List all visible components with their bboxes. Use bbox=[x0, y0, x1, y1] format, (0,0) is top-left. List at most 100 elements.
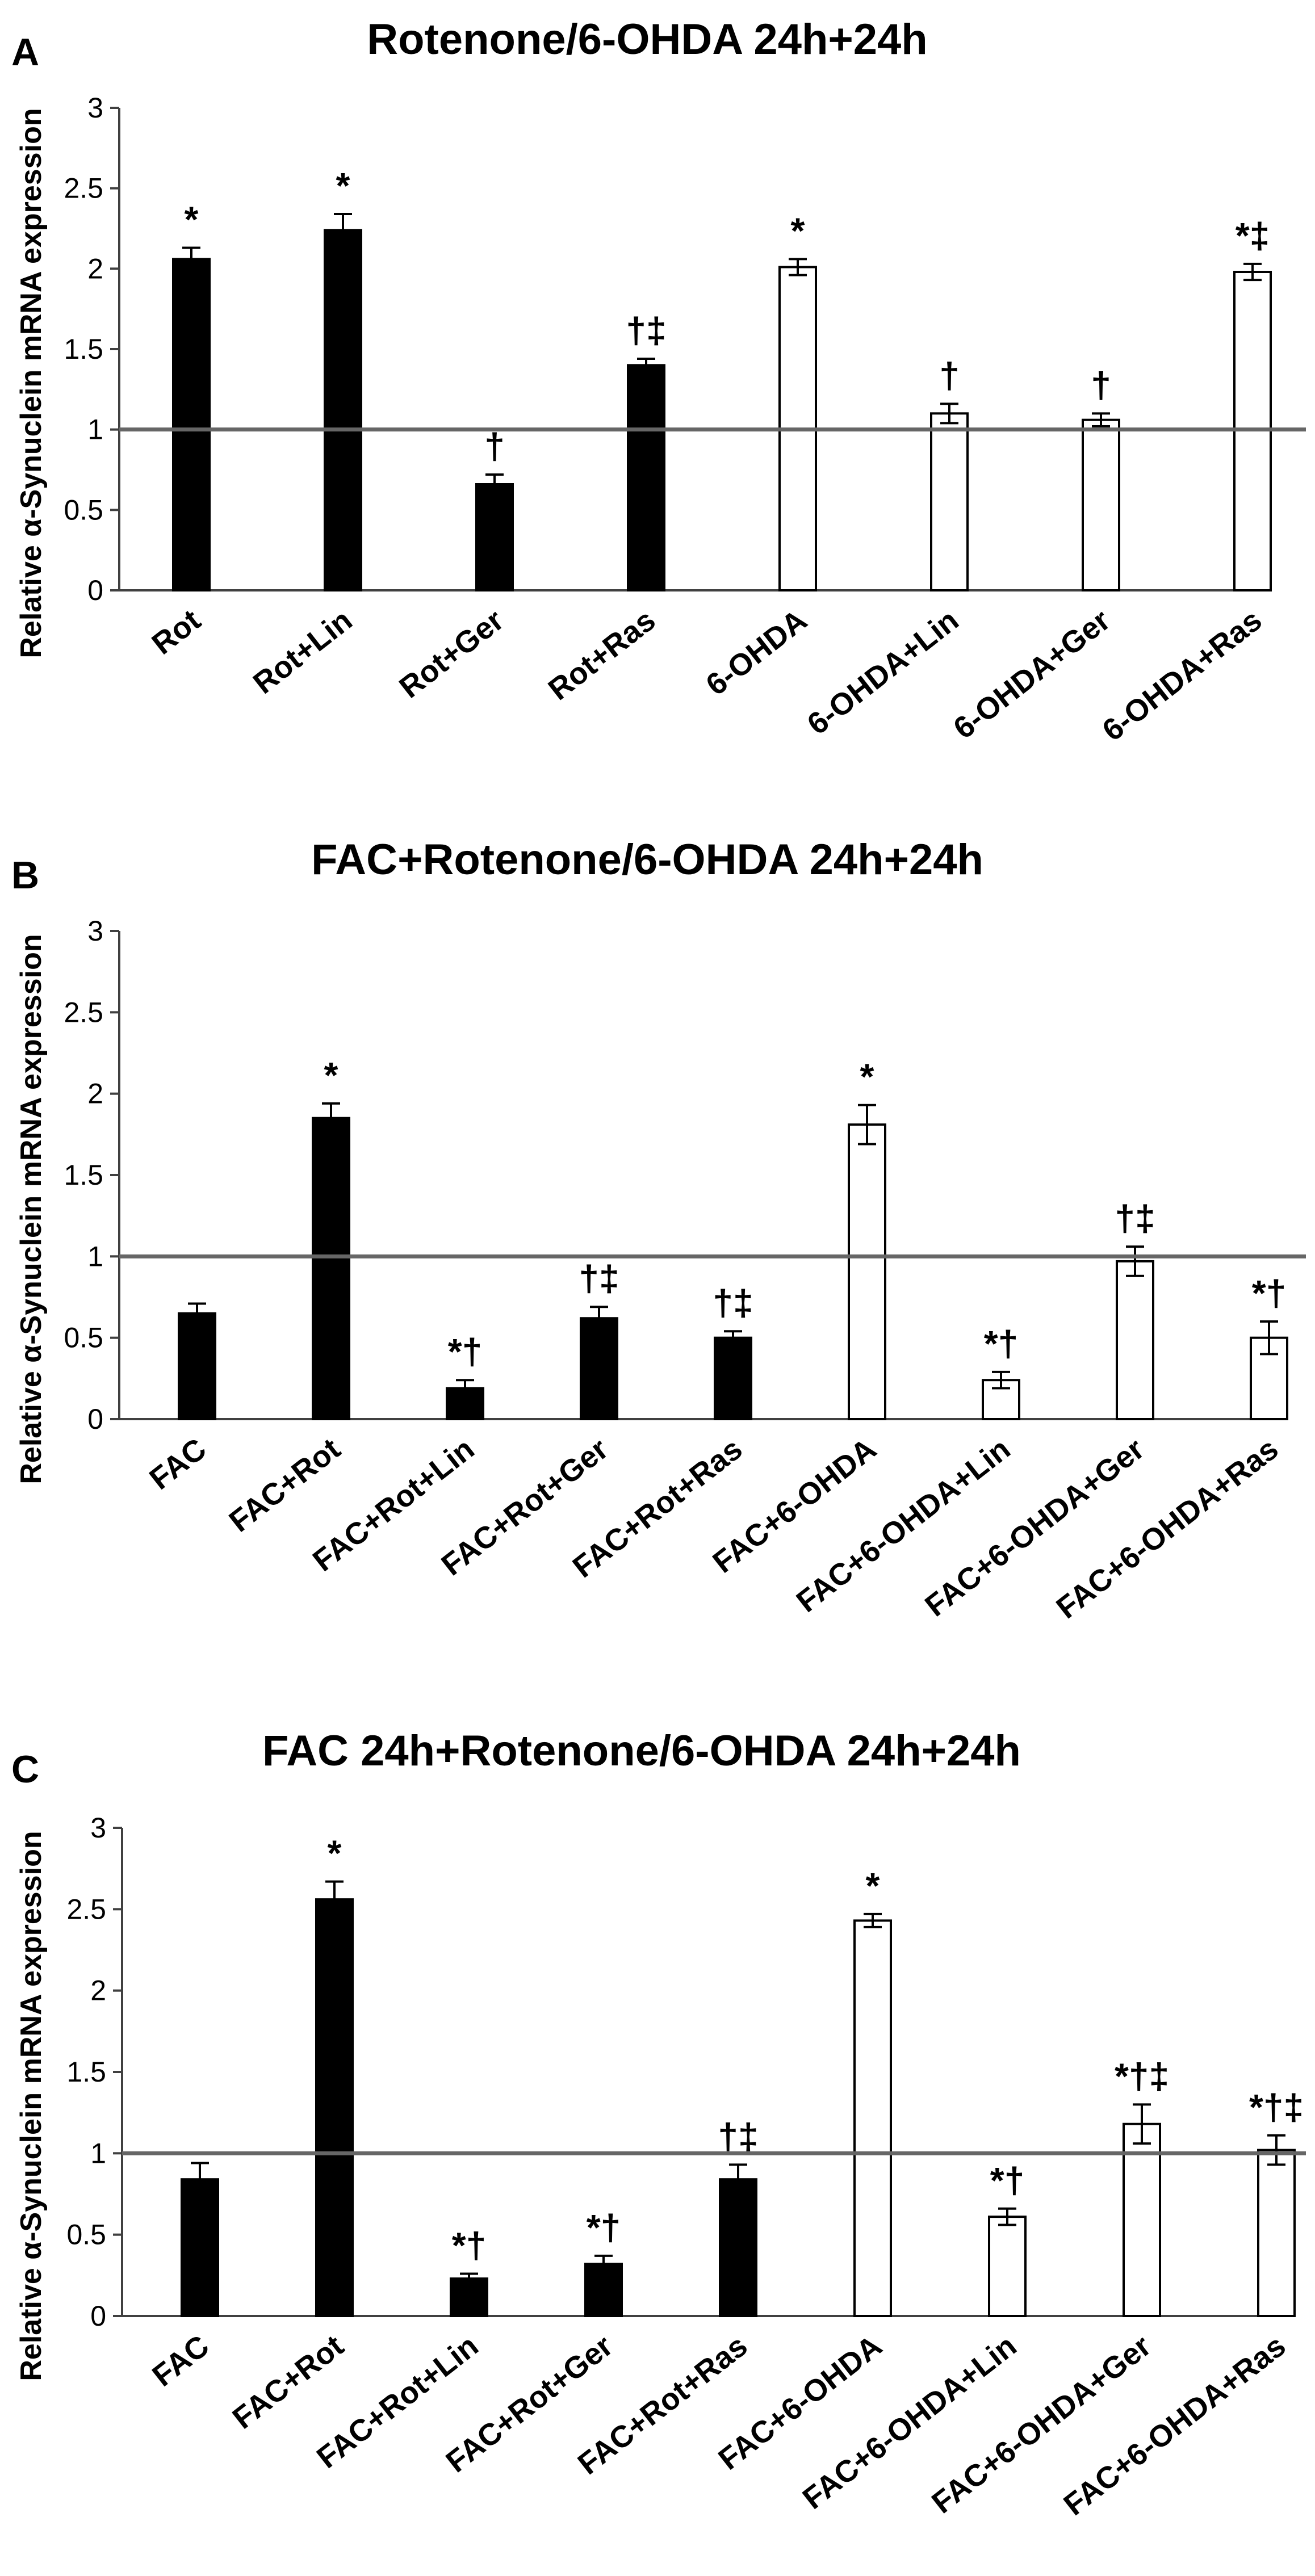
x-tick-label: FAC+6-OHDA+Ras bbox=[1057, 2329, 1292, 2522]
y-tick-label: 0.5 bbox=[64, 1322, 103, 1354]
y-axis-label: Relative α-Synuclein mRNA expression bbox=[15, 1831, 48, 2381]
panel-a: A Rotenone/6-OHDA 24h+24h Relative α-Synuc… bbox=[11, 15, 1306, 748]
significance-marker: * bbox=[336, 165, 350, 206]
significance-marker: * bbox=[185, 199, 199, 240]
error-bar bbox=[334, 213, 352, 247]
y-tick-label: 0.5 bbox=[64, 494, 103, 526]
x-tick-label: FAC+6-OHDA+Lin bbox=[790, 1432, 1017, 1619]
error-bar bbox=[998, 2207, 1016, 2226]
bar bbox=[172, 258, 211, 592]
error-bar bbox=[182, 246, 200, 272]
bar bbox=[988, 2216, 1027, 2317]
x-tick-label: 6-OHDA bbox=[700, 603, 813, 702]
y-tick-label: 2.5 bbox=[66, 1893, 106, 1925]
x-tick-label: 6-OHDA+Lin bbox=[801, 603, 965, 741]
significance-marker: † bbox=[484, 426, 505, 467]
bar bbox=[580, 1317, 618, 1420]
significance-marker: * bbox=[328, 1833, 342, 1874]
y-tick-label: 2.5 bbox=[64, 173, 103, 204]
significance-marker: *†‡ bbox=[1249, 2087, 1304, 2128]
x-tick-label: FAC+Rot bbox=[223, 1432, 347, 1539]
x-tick-label: 6-OHDA+Ras bbox=[1096, 603, 1268, 748]
significance-marker: † bbox=[1091, 364, 1111, 405]
error-bar bbox=[594, 2254, 613, 2273]
bar bbox=[324, 229, 362, 592]
x-tick-label: FAC+6-OHDA+Ras bbox=[1050, 1432, 1284, 1625]
bar bbox=[1116, 1260, 1154, 1421]
error-bar bbox=[724, 1330, 742, 1346]
y-tick-label: 3 bbox=[90, 1812, 106, 1844]
error-bar bbox=[325, 1880, 344, 1919]
y-tick-label: 0 bbox=[90, 2300, 106, 2332]
significance-marker: †‡ bbox=[713, 1282, 753, 1323]
error-bar bbox=[1092, 412, 1110, 427]
bar bbox=[475, 483, 514, 591]
error-bar bbox=[1133, 2103, 1151, 2145]
significance-marker: *† bbox=[1252, 1273, 1287, 1314]
error-bar bbox=[1260, 1320, 1278, 1356]
bar bbox=[627, 364, 665, 591]
x-tick-label: FAC+6-OHDA+Ger bbox=[919, 1432, 1150, 1623]
panel-letter: B bbox=[11, 854, 39, 897]
panel-letter: A bbox=[11, 31, 39, 74]
x-tick-label: 6-OHDA+Ger bbox=[947, 603, 1116, 745]
significance-marker: * bbox=[324, 1055, 338, 1096]
significance-marker: *†‡ bbox=[1115, 2055, 1169, 2096]
y-tick-label: 2.5 bbox=[64, 996, 103, 1028]
x-tick-label: FAC+6-OHDA+Lin bbox=[797, 2329, 1023, 2516]
significance-marker: *† bbox=[452, 2225, 487, 2265]
x-tick-label: Rot+Lin bbox=[247, 603, 358, 700]
significance-marker: *† bbox=[984, 1323, 1019, 1364]
x-tick-label: FAC+6-OHDA+Ger bbox=[925, 2329, 1157, 2520]
significance-marker: * bbox=[866, 1865, 880, 1906]
significance-marker: †‡ bbox=[718, 2116, 758, 2157]
chart-title: Rotenone/6-OHDA 24h+24h bbox=[367, 15, 927, 64]
y-tick-label: 1.5 bbox=[66, 2056, 106, 2088]
y-tick-label: 1 bbox=[87, 414, 103, 446]
significance-marker: *† bbox=[448, 1331, 483, 1372]
bar bbox=[1082, 418, 1120, 592]
y-axis-label: Relative α-Synuclein mRNA expression bbox=[15, 108, 48, 658]
y-axis-label: Relative α-Synuclein mRNA expression bbox=[15, 934, 48, 1484]
error-bar bbox=[485, 473, 504, 495]
significance-marker: *† bbox=[990, 2160, 1025, 2201]
error-bar bbox=[456, 1379, 474, 1398]
bar bbox=[181, 2178, 219, 2317]
y-tick-label: 3 bbox=[87, 915, 103, 947]
y-tick-label: 1.5 bbox=[64, 1159, 103, 1191]
bar bbox=[1123, 2122, 1161, 2318]
y-tick-label: 1 bbox=[87, 1240, 103, 1272]
significance-marker: †‡ bbox=[579, 1258, 619, 1299]
error-bar bbox=[729, 2163, 747, 2195]
bar bbox=[1257, 2149, 1296, 2318]
significance-marker: * bbox=[860, 1056, 874, 1097]
significance-marker: *† bbox=[587, 2207, 621, 2248]
y-tick-label: 2 bbox=[90, 1975, 106, 2007]
significance-marker: *‡ bbox=[1236, 215, 1270, 256]
error-bar bbox=[1243, 262, 1262, 282]
error-bar bbox=[460, 2272, 478, 2285]
bar bbox=[714, 1336, 752, 1421]
error-bar bbox=[322, 1102, 340, 1134]
panel-c: C FAC 24h+Rotenone/6-OHDA 24h+24h Relative… bbox=[11, 1727, 1306, 2522]
panel-b: B FAC+Rotenone/6-OHDA 24h+24h Relative α-S… bbox=[11, 836, 1306, 1625]
y-tick-label: 0.5 bbox=[66, 2219, 106, 2251]
error-bar bbox=[188, 1302, 206, 1324]
bar bbox=[312, 1117, 350, 1420]
error-bar bbox=[191, 2162, 209, 2197]
error-bar bbox=[1126, 1245, 1144, 1277]
significance-marker: †‡ bbox=[626, 310, 666, 351]
chart-title: FAC+Rotenone/6-OHDA 24h+24h bbox=[311, 836, 983, 884]
panel-letter: C bbox=[11, 1748, 39, 1791]
y-tick-label: 2 bbox=[87, 253, 103, 284]
bar bbox=[178, 1312, 216, 1421]
y-tick-label: 1.5 bbox=[64, 333, 103, 365]
error-bar bbox=[864, 1912, 882, 1928]
significance-marker: * bbox=[791, 210, 805, 251]
x-tick-label: Rot+Ras bbox=[542, 603, 662, 707]
error-bar bbox=[789, 258, 807, 276]
y-tick-label: 2 bbox=[87, 1078, 103, 1110]
error-bar bbox=[992, 1370, 1010, 1390]
bar bbox=[930, 412, 969, 591]
